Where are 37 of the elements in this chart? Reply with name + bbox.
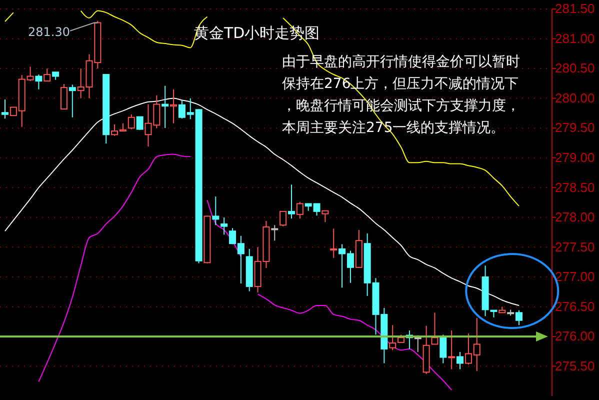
candlestick [322,210,329,223]
candlestick [60,84,68,110]
candlestick [431,312,438,345]
candlestick [440,334,447,364]
y-tick-label: 280.00 [555,90,595,106]
candlestick [162,85,169,129]
candlestick [212,196,220,226]
y-tick-label: 280.50 [555,60,595,76]
candlestick [271,224,278,242]
candlestick [516,310,522,326]
y-tick-label: 281.50 [555,1,595,16]
candlestick [68,84,76,118]
candlestick [456,351,464,370]
candlestick [296,201,304,220]
candlestick [2,99,8,120]
candlestick [35,74,42,90]
candlestick [128,114,135,130]
candlestick [170,88,178,124]
candlestick [448,330,456,370]
annotation: 281.30 [28,24,70,39]
candlestick [136,116,144,130]
y-tick-label: 279.00 [555,150,595,166]
y-tick-label: 277.00 [555,269,595,284]
y-tick-label: 278.50 [555,180,595,195]
y-tick-label: 277.50 [555,239,595,254]
candlestick [330,228,338,258]
candlestick [288,184,295,220]
y-tick-label: 275.50 [555,358,595,374]
y-tick-label: 279.50 [555,120,595,136]
y-tick-label: 276.00 [555,328,595,344]
line-series [4,98,520,306]
y-tick-label: 281.00 [555,30,595,46]
y-tick-label: 276.50 [555,298,595,314]
candlestick [44,68,51,82]
candlestick [220,216,228,236]
y-tick-label: 278.00 [555,210,595,225]
candlestick [280,210,287,227]
